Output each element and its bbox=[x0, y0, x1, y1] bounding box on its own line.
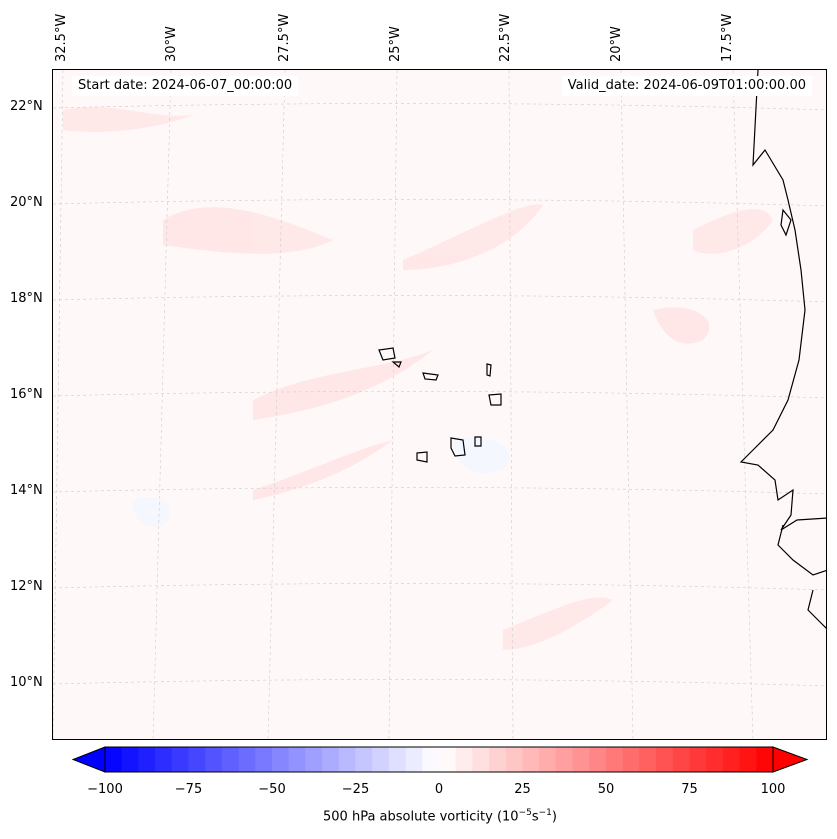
colorbar-bin bbox=[739, 747, 757, 772]
latitude-label: 22°N bbox=[10, 99, 43, 114]
colorbar-bin bbox=[439, 747, 457, 772]
colorbar-bin bbox=[722, 747, 741, 772]
colorbar-bin bbox=[121, 747, 139, 772]
colorbar-tick-label: −25 bbox=[341, 782, 370, 797]
colorbar-tick-label: −75 bbox=[174, 782, 203, 797]
colorbar-bin bbox=[672, 747, 690, 772]
valid-date-label: Valid_date: 2024-06-09T01:00:00.00 bbox=[561, 76, 812, 96]
latitude-label: 16°N bbox=[10, 387, 43, 402]
colorbar-tick-label: 0 bbox=[434, 782, 444, 797]
colorbar-bin bbox=[706, 747, 724, 772]
colorbar-high-extend bbox=[772, 746, 809, 773]
colorbar-bin bbox=[138, 747, 156, 772]
colorbar-tick-label: −100 bbox=[87, 782, 123, 797]
colorbar-bin bbox=[455, 747, 473, 772]
colorbar-bin bbox=[372, 747, 390, 772]
start-date-label: Start date: 2024-06-07_00:00:00 bbox=[72, 76, 299, 96]
colorbar-bin bbox=[305, 747, 323, 772]
colorbar bbox=[72, 746, 809, 773]
colorbar-bin bbox=[338, 747, 356, 772]
vorticity-contours bbox=[63, 107, 773, 650]
colorbar-bin bbox=[322, 747, 340, 772]
colorbar-bin bbox=[522, 747, 540, 772]
colorbar-bin bbox=[555, 747, 574, 772]
colorbar-bin bbox=[472, 747, 490, 772]
colorbar-bin bbox=[539, 747, 557, 772]
colorbar-bin bbox=[606, 747, 624, 772]
colorbar-bin bbox=[205, 747, 223, 772]
colorbar-tick-label: 25 bbox=[514, 782, 531, 797]
longitude-label: 17.5°W bbox=[720, 13, 735, 62]
latitude-label: 20°N bbox=[10, 195, 43, 210]
vorticity-map bbox=[52, 69, 827, 740]
colorbar-tick-label: −50 bbox=[258, 782, 286, 797]
latitude-label: 12°N bbox=[10, 579, 43, 594]
longitude-label: 22.5°W bbox=[498, 13, 513, 62]
colorbar-low-extend bbox=[72, 746, 106, 773]
map-canvas bbox=[53, 70, 826, 739]
colorbar-bin bbox=[422, 747, 440, 772]
colorbar-bin bbox=[105, 747, 123, 772]
colorbar-bin bbox=[388, 747, 407, 772]
longitude-label: 32.5°W bbox=[54, 13, 69, 62]
longitude-label: 25°W bbox=[388, 26, 403, 62]
colorbar-bin bbox=[572, 747, 590, 772]
colorbar-bin bbox=[622, 747, 640, 772]
latitude-label: 14°N bbox=[10, 483, 43, 498]
colorbar-bin bbox=[171, 747, 189, 772]
longitude-label: 20°W bbox=[609, 26, 624, 62]
colorbar-bin bbox=[656, 747, 674, 772]
gridlines bbox=[53, 70, 826, 739]
colorbar-bin bbox=[489, 747, 507, 772]
colorbar-bin bbox=[756, 747, 774, 772]
colorbar-label: 500 hPa absolute vorticity (10−5s−1) bbox=[323, 808, 557, 825]
longitude-label: 27.5°W bbox=[277, 13, 292, 62]
colorbar-tick-label: 50 bbox=[597, 782, 615, 797]
colorbar-bin bbox=[589, 747, 607, 772]
longitude-label: 30°W bbox=[164, 26, 179, 62]
colorbar-bin bbox=[405, 747, 423, 772]
colorbar-bin bbox=[155, 747, 173, 772]
colorbar-tick-label: 100 bbox=[760, 782, 786, 797]
colorbar-bin bbox=[188, 747, 206, 772]
latitude-label: 18°N bbox=[10, 291, 43, 306]
latitude-label: 10°N bbox=[10, 675, 43, 690]
negative-vorticity bbox=[133, 437, 510, 527]
colorbar-bin bbox=[238, 747, 256, 772]
colorbar-bin bbox=[505, 747, 523, 772]
colorbar-bin bbox=[639, 747, 657, 772]
colorbar-bin bbox=[288, 747, 306, 772]
colorbar-bin bbox=[221, 747, 240, 772]
colorbar-bin bbox=[255, 747, 273, 772]
colorbar-bin bbox=[355, 747, 373, 772]
colorbar-tick-label: 75 bbox=[681, 782, 698, 797]
coastline bbox=[378, 70, 826, 629]
colorbar-bin bbox=[272, 747, 290, 772]
colorbar-bin bbox=[689, 747, 707, 772]
